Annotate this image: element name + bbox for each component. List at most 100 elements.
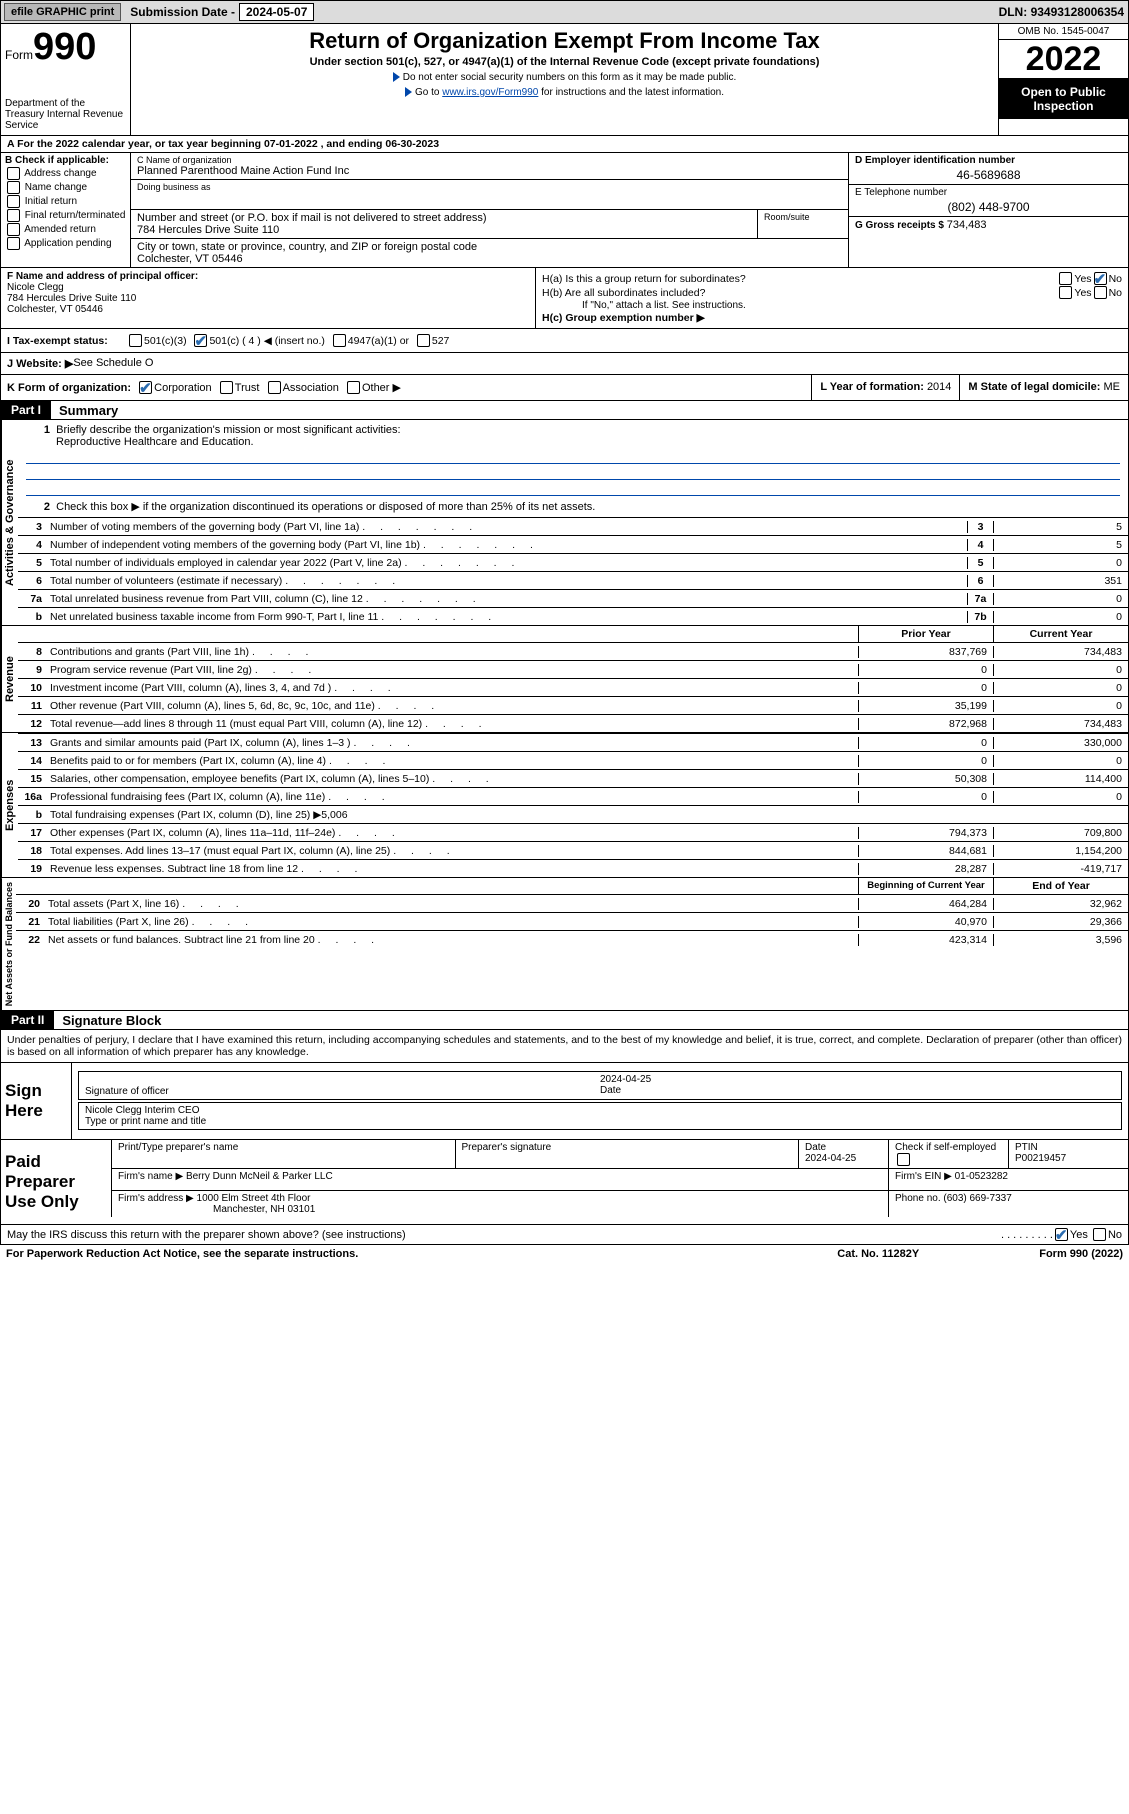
firm-city: Manchester, NH 03101	[213, 1204, 315, 1215]
l-value: 2014	[927, 381, 951, 393]
type-name-label: Type or print name and title	[85, 1116, 206, 1127]
room-suite: Room/suite	[758, 210, 848, 239]
checkbox-icon[interactable]	[7, 237, 20, 250]
vert-activities: Activities & Governance	[1, 420, 18, 625]
self-employed-label: Check if self-employed	[895, 1142, 996, 1153]
ein-value: 46-5689688	[855, 168, 1122, 182]
checkbox-icon[interactable]	[1094, 286, 1107, 299]
checkbox-icon[interactable]	[194, 334, 207, 347]
phone-label: Phone no.	[895, 1193, 943, 1204]
org-name-box: C Name of organization Planned Parenthoo…	[131, 153, 848, 180]
header-left: Form 990 Department of the Treasury Inte…	[1, 24, 131, 135]
data-line: 9 Program service revenue (Part VIII, li…	[18, 660, 1128, 678]
arrow-icon	[393, 72, 400, 82]
mission-link[interactable]: Reproductive Healthcare and Education.	[56, 436, 254, 448]
checkbox-icon[interactable]	[1055, 1228, 1068, 1241]
firm-addr: 1000 Elm Street 4th Floor	[197, 1193, 311, 1204]
k-corp: Corporation	[154, 382, 211, 394]
submission-date: 2024-05-07	[239, 3, 314, 21]
checkbox-icon[interactable]	[347, 381, 360, 394]
sig-officer-label: Signature of officer	[85, 1086, 169, 1097]
checkbox-icon[interactable]	[7, 181, 20, 194]
vert-revenue: Revenue	[1, 626, 18, 732]
checkbox-icon[interactable]	[7, 209, 20, 222]
cat-number: Cat. No. 11282Y	[837, 1248, 919, 1260]
efile-print-button[interactable]: efile GRAPHIC print	[4, 3, 121, 21]
gov-line: 5 Total number of individuals employed i…	[18, 553, 1128, 571]
opt-527: 527	[432, 335, 450, 347]
tax-exempt-row: I Tax-exempt status: 501(c)(3) 501(c) ( …	[0, 329, 1129, 353]
city-label: City or town, state or province, country…	[137, 241, 842, 253]
city-box: City or town, state or province, country…	[131, 239, 848, 267]
no-label: No	[1109, 287, 1122, 299]
data-line: 19 Revenue less expenses. Subtract line …	[18, 859, 1128, 877]
right-info-column: D Employer identification number 46-5689…	[848, 153, 1128, 267]
f-city: Colchester, VT 05446	[7, 304, 529, 315]
dba-box: Doing business as	[131, 180, 848, 210]
checkbox-icon[interactable]	[417, 334, 430, 347]
org-name-label: C Name of organization	[137, 155, 842, 165]
k-left: K Form of organization: Corporation Trus…	[1, 375, 811, 400]
sign-here-label: Sign Here	[1, 1063, 71, 1139]
k-other: Other ▶	[362, 381, 401, 394]
no-label: No	[1108, 1229, 1122, 1241]
form-header: Form 990 Department of the Treasury Inte…	[0, 24, 1129, 136]
section-bg: B Check if applicable: Address change Na…	[0, 153, 1129, 268]
col-current: Current Year	[993, 626, 1128, 642]
col-prior: Prior Year	[858, 626, 993, 642]
checkbox-icon[interactable]	[7, 167, 20, 180]
form-footer: Form 990 (2022)	[1039, 1248, 1123, 1260]
department-label: Department of the Treasury Internal Reve…	[5, 98, 126, 131]
checkbox-icon[interactable]	[7, 223, 20, 236]
checkbox-icon[interactable]	[139, 381, 152, 394]
data-line: 12 Total revenue—add lines 8 through 11 …	[18, 714, 1128, 732]
telephone-block: E Telephone number (802) 448-9700	[849, 185, 1128, 217]
checkbox-icon[interactable]	[897, 1153, 910, 1166]
addr-value: 784 Hercules Drive Suite 110	[137, 224, 751, 236]
checkbox-icon[interactable]	[220, 381, 233, 394]
ha-label: H(a) Is this a group return for subordin…	[542, 273, 1057, 285]
checkbox-icon[interactable]	[268, 381, 281, 394]
check-initial-return: Initial return	[5, 195, 126, 208]
checkbox-icon[interactable]	[1093, 1228, 1106, 1241]
org-info-column: C Name of organization Planned Parenthoo…	[131, 153, 848, 267]
arrow-icon	[405, 87, 412, 97]
data-line: 15 Salaries, other compensation, employe…	[18, 769, 1128, 787]
principal-officer-row: F Name and address of principal officer:…	[0, 268, 1129, 329]
part-2-label: Signature Block	[62, 1013, 161, 1028]
form-title: Return of Organization Exempt From Incom…	[135, 28, 994, 54]
check-final-return: Final return/terminated	[5, 209, 126, 222]
check-address-change: Address change	[5, 167, 126, 180]
part-2-badge: Part II	[1, 1011, 54, 1029]
ptin-label: PTIN	[1015, 1142, 1038, 1153]
data-line: 8 Contributions and grants (Part VIII, l…	[18, 642, 1128, 660]
j-label: J Website: ▶	[7, 357, 73, 370]
dba-label: Doing business as	[137, 182, 842, 192]
gross-receipts-block: G Gross receipts $ 734,483	[849, 217, 1128, 233]
hb-label: H(b) Are all subordinates included?	[542, 287, 1057, 299]
city-value: Colchester, VT 05446	[137, 253, 842, 265]
hb-note: If "No," attach a list. See instructions…	[582, 300, 1122, 311]
irs-link[interactable]: www.irs.gov/Form990	[442, 87, 538, 98]
part-1-label: Summary	[59, 403, 118, 418]
yes-label: Yes	[1074, 273, 1091, 285]
paid-preparer-block: Paid Preparer Use Only Print/Type prepar…	[1, 1139, 1128, 1224]
website-row: J Website: ▶ See Schedule O	[0, 353, 1129, 375]
discuss-text: May the IRS discuss this return with the…	[7, 1229, 1001, 1241]
checkbox-icon[interactable]	[129, 334, 142, 347]
data-line: 20 Total assets (Part X, line 16) . . . …	[16, 894, 1128, 912]
data-line: 10 Investment income (Part VIII, column …	[18, 678, 1128, 696]
m-value: ME	[1104, 381, 1121, 393]
checkbox-icon[interactable]	[333, 334, 346, 347]
top-bar: efile GRAPHIC print Submission Date - 20…	[0, 0, 1129, 24]
checkbox-icon[interactable]	[7, 195, 20, 208]
penalty-text: Under penalties of perjury, I declare th…	[1, 1030, 1128, 1062]
ein-label: D Employer identification number	[855, 155, 1122, 166]
f-name: Nicole Clegg	[7, 282, 529, 293]
checkbox-icon[interactable]	[1059, 272, 1072, 285]
part-1-header-row: Part I Summary	[0, 401, 1129, 420]
checkbox-icon[interactable]	[1059, 286, 1072, 299]
checkbox-icon[interactable]	[1094, 272, 1107, 285]
paperwork-notice: For Paperwork Reduction Act Notice, see …	[6, 1248, 837, 1260]
firm-ein: 01-0523282	[955, 1171, 1008, 1182]
